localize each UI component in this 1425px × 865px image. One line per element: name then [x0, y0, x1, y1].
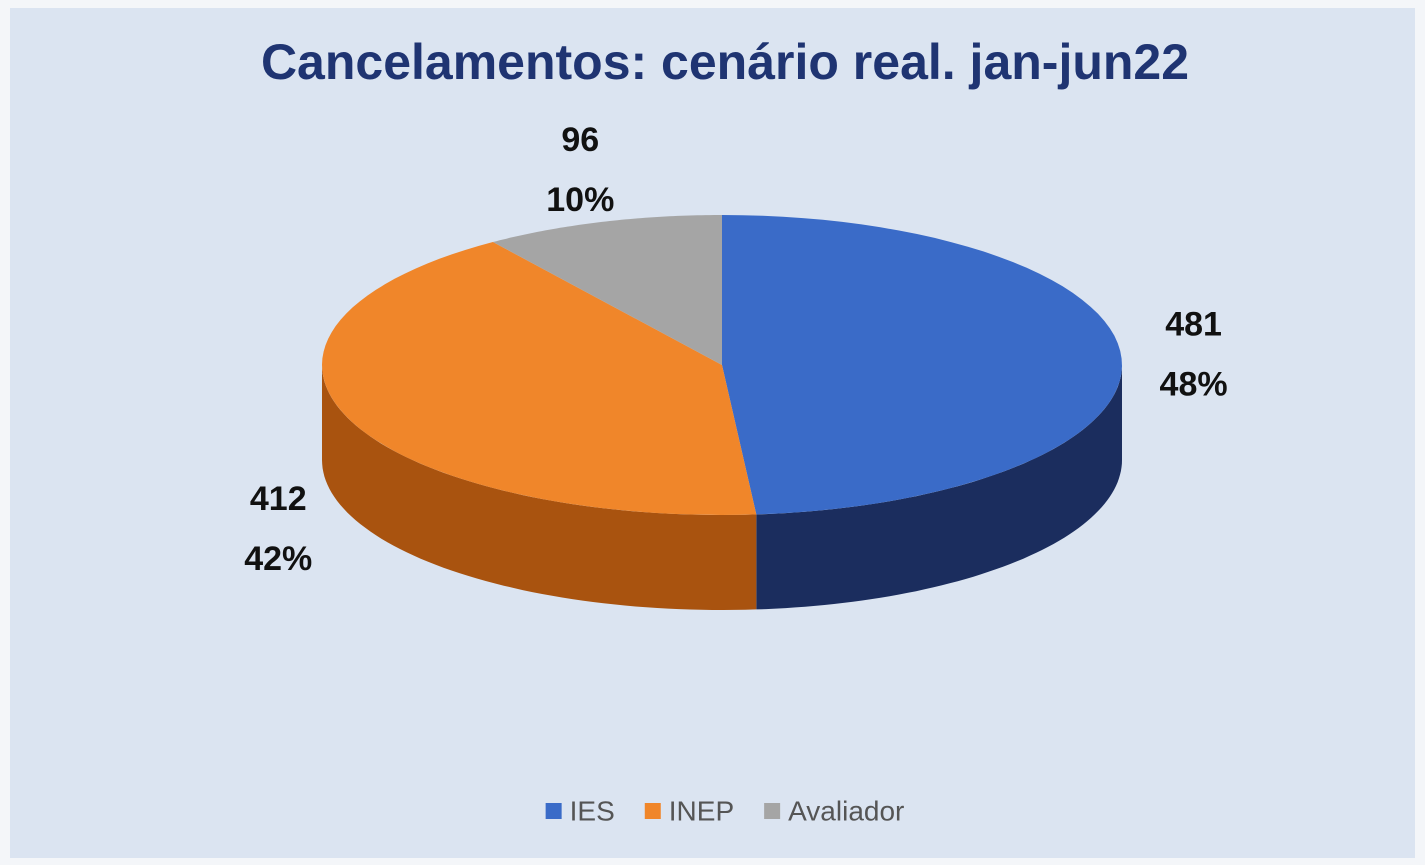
- pie-side: [322, 365, 757, 610]
- legend: IES INEP Avaliador: [545, 795, 904, 826]
- data-label: 96: [561, 121, 599, 159]
- legend-swatch: [644, 803, 661, 819]
- data-label: 412: [250, 480, 307, 518]
- pie-slice: [492, 215, 722, 365]
- data-label: 10%: [546, 181, 614, 219]
- pie-slice: [722, 215, 1122, 515]
- legend-label: IES: [570, 795, 615, 826]
- data-label: 48%: [1160, 365, 1228, 403]
- legend-label: INEP: [669, 795, 734, 826]
- data-label: 42%: [244, 540, 312, 578]
- data-label: 481: [1165, 305, 1222, 343]
- pie-side: [756, 365, 1122, 610]
- legend-swatch: [545, 803, 562, 819]
- chart-title: Cancelamentos: cenário real. jan-jun22: [261, 34, 1189, 90]
- legend-swatch: [764, 803, 781, 819]
- legend-label: Avaliador: [788, 795, 904, 826]
- pie-slice: [322, 242, 757, 515]
